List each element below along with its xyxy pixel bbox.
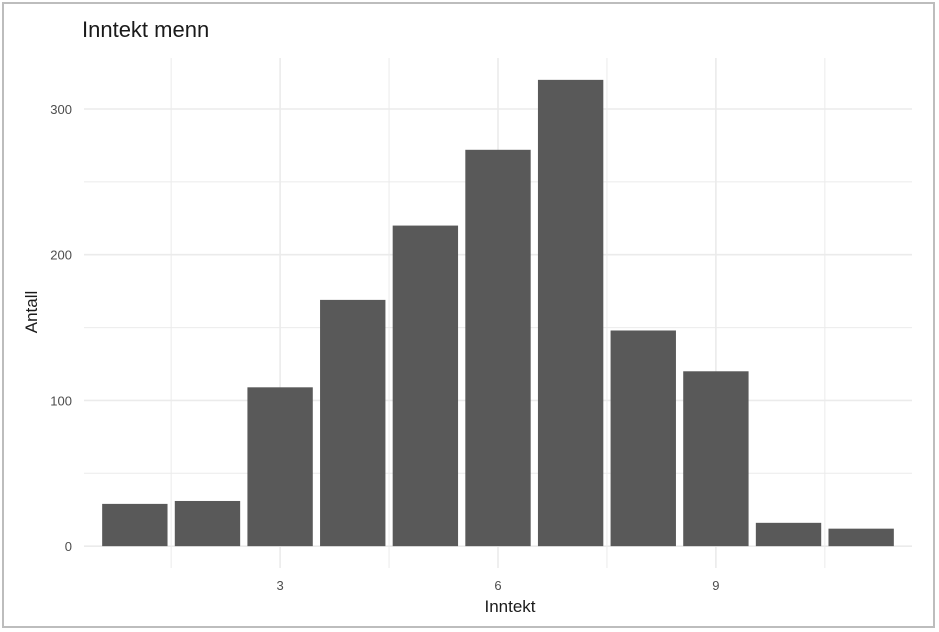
bar — [465, 149, 531, 547]
bar — [828, 528, 894, 547]
bar — [102, 503, 168, 547]
y-tick-label: 300 — [50, 102, 72, 117]
bar — [610, 330, 676, 547]
y-tick-label: 200 — [50, 248, 72, 263]
y-axis-title: Antall — [22, 291, 41, 334]
bar — [392, 225, 459, 547]
bar — [537, 79, 604, 547]
y-tick-label: 100 — [50, 393, 72, 408]
bars — [102, 79, 894, 547]
x-tick-labels: 3 6 9 — [276, 578, 719, 593]
bar — [755, 522, 822, 547]
y-tick-label: 0 — [65, 539, 72, 554]
bar — [247, 387, 313, 547]
x-axis-title: Inntekt — [484, 597, 535, 616]
bar — [683, 371, 749, 547]
x-tick-label: 3 — [276, 578, 283, 593]
y-tick-labels: 0 100 200 300 — [50, 102, 72, 554]
chart-title: Inntekt menn — [82, 17, 210, 42]
bar — [174, 500, 241, 547]
x-tick-label: 9 — [712, 578, 719, 593]
bar — [320, 299, 386, 547]
x-tick-label: 6 — [494, 578, 501, 593]
